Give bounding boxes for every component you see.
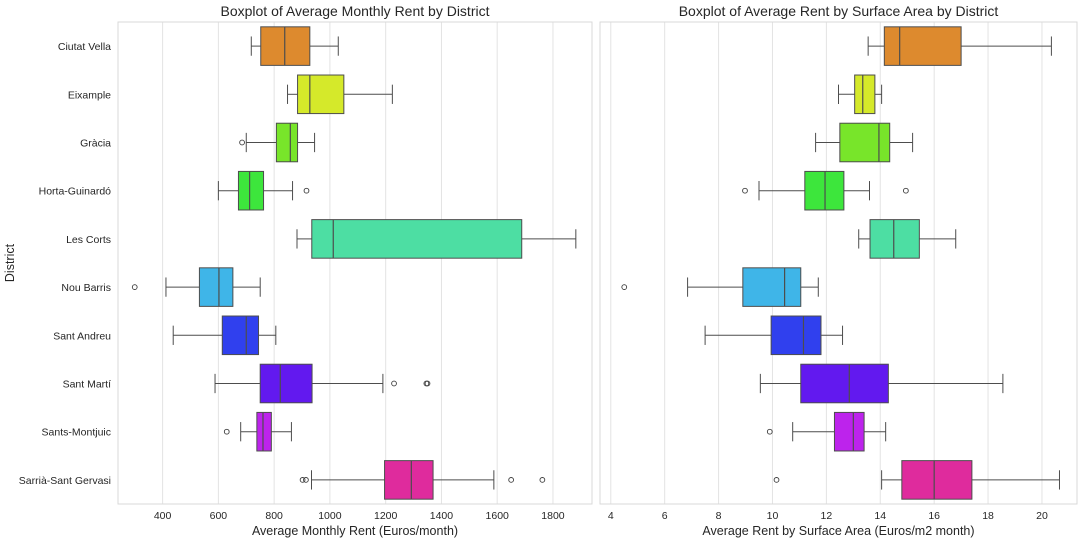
x-tick-label: 16 xyxy=(928,510,940,522)
iqr-box xyxy=(256,411,272,452)
y-tick-label: Sants-Montjuic xyxy=(42,427,111,439)
iqr-box xyxy=(770,315,822,356)
box-sarria-sant-gervasi xyxy=(773,460,1060,500)
iqr-box xyxy=(901,460,973,500)
iqr-box xyxy=(883,26,962,66)
iqr-box xyxy=(237,170,265,211)
box-eixample xyxy=(287,74,393,115)
iqr-box xyxy=(198,267,234,307)
box-horta-guinardo xyxy=(217,170,310,211)
axes-frame xyxy=(599,21,1078,505)
outlier-point xyxy=(621,284,628,290)
box-sant-marti xyxy=(214,363,431,404)
x-axis-label: Average Rent by Surface Area (Euros/m2 m… xyxy=(702,524,974,538)
iqr-box xyxy=(800,363,889,404)
y-tick-label: Sant Martí xyxy=(63,379,112,391)
x-tick-label: 6 xyxy=(662,510,668,522)
x-axis-label: Average Monthly Rent (Euros/month) xyxy=(252,524,458,538)
outlier-point xyxy=(539,477,546,483)
outlier-point xyxy=(303,477,309,483)
box-gracia xyxy=(815,122,914,163)
y-tick-label: Sarrià-Sant Gervasi xyxy=(19,475,111,487)
box-gracia xyxy=(239,122,316,163)
y-tick-label: Sant Andreu xyxy=(53,330,111,342)
x-tick-label: 8 xyxy=(716,510,722,522)
x-tick-label: 1200 xyxy=(374,510,398,522)
outlier-point xyxy=(508,477,514,483)
box-sants-montjuic xyxy=(766,411,887,452)
box-sant-marti xyxy=(759,363,1004,404)
x-tick-label: 400 xyxy=(154,510,172,522)
rent-per-m2-boxplot-panel: 4 6 8 10 12 14 16 18 20 Boxplot of Average Rent b… xyxy=(599,3,1078,538)
outlier-point xyxy=(766,428,773,435)
x-tick-label: 4 xyxy=(608,510,614,522)
box-sant-andreu xyxy=(704,315,844,356)
box-eixample xyxy=(838,74,883,115)
chart-title: Boxplot of Average Monthly Rent by Distr… xyxy=(221,3,490,19)
y-tick-label: Gràcia xyxy=(80,138,111,150)
outlier-point xyxy=(239,139,245,146)
iqr-box xyxy=(839,122,891,163)
iqr-box xyxy=(833,411,865,452)
x-tick-label: 14 xyxy=(874,510,886,522)
y-tick-label: Eixample xyxy=(68,89,111,101)
outlier-point xyxy=(131,284,138,290)
x-tick-label: 20 xyxy=(1036,510,1048,522)
x-tick-label: 1400 xyxy=(430,510,454,522)
iqr-box xyxy=(259,363,313,404)
x-tick-label: 1000 xyxy=(318,510,342,522)
iqr-box xyxy=(275,122,299,163)
y-axis-label: District xyxy=(3,243,17,282)
y-tick-label: Nou Barris xyxy=(61,282,111,294)
iqr-box xyxy=(742,267,802,307)
iqr-box xyxy=(804,170,845,211)
outlier-point xyxy=(223,428,230,435)
y-tick-label: Ciutat Vella xyxy=(58,41,111,53)
chart-title: Boxplot of Average Rent by Surface Area … xyxy=(679,3,999,19)
box-les-corts xyxy=(296,219,577,259)
outlier-point xyxy=(424,380,431,387)
box-nou-barris xyxy=(621,267,819,307)
iqr-box xyxy=(869,219,920,259)
box-sants-montjuic xyxy=(223,411,292,452)
axes-frame xyxy=(117,21,593,505)
rent-boxplot-panel: 400 600 800 1000 1200 1400 1600 1800 Ciutat Vell… xyxy=(3,3,593,538)
outlier-point xyxy=(742,187,748,194)
outlier-point xyxy=(391,380,397,387)
box-nou-barris xyxy=(131,267,261,307)
iqr-box xyxy=(297,74,345,115)
x-tick-label: 18 xyxy=(982,510,994,522)
x-tick-label: 12 xyxy=(821,510,833,522)
outlier-point xyxy=(903,187,909,194)
box-ciutat-vella xyxy=(250,26,339,66)
y-tick-label: Horta-Guinardó xyxy=(39,186,112,198)
x-tick-label: 1600 xyxy=(486,510,510,522)
iqr-box xyxy=(854,74,876,115)
outlier-point xyxy=(773,477,780,483)
x-tick-label: 10 xyxy=(767,510,779,522)
y-tick-label: Les Corts xyxy=(66,234,111,246)
outlier-point xyxy=(303,187,310,194)
box-horta-guinardo xyxy=(742,170,909,211)
outlier-point xyxy=(299,477,306,483)
box-sarria-sant-gervasi xyxy=(299,460,546,500)
x-tick-label: 800 xyxy=(265,510,283,522)
box-les-corts xyxy=(858,219,957,259)
x-tick-label: 1800 xyxy=(541,510,565,522)
iqr-box xyxy=(311,219,523,259)
x-tick-label: 600 xyxy=(210,510,228,522)
iqr-box xyxy=(221,315,260,356)
box-ciutat-vella xyxy=(867,26,1052,66)
box-sant-andreu xyxy=(172,315,277,356)
iqr-box xyxy=(384,460,434,500)
